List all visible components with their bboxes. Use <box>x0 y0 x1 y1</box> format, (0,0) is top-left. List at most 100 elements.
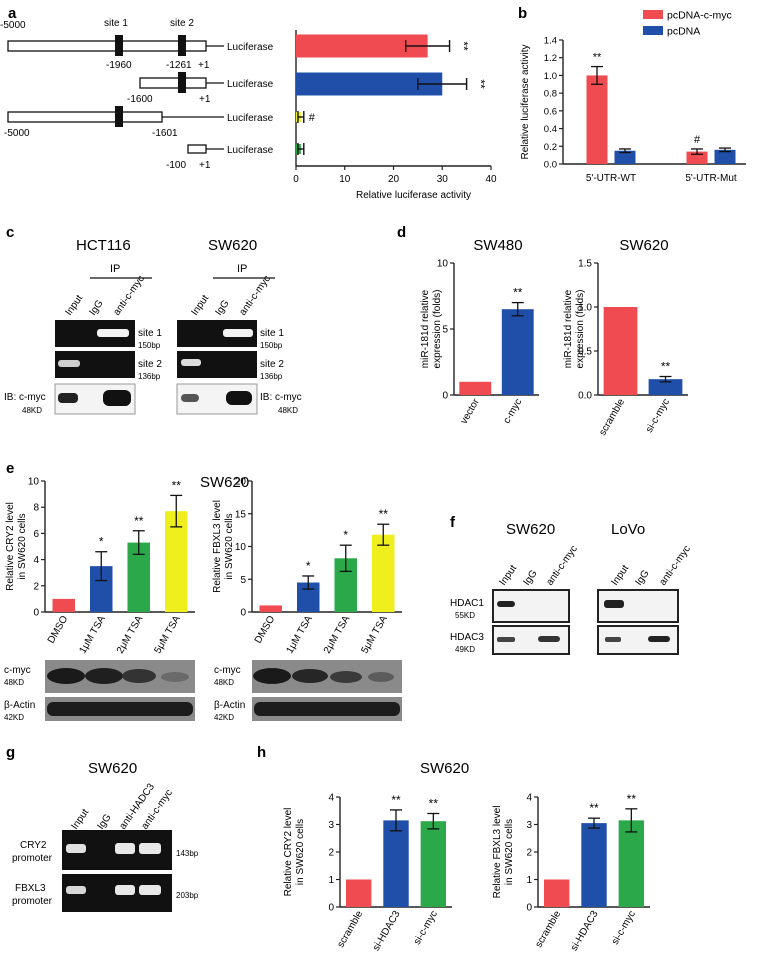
d-sw620-bar <box>603 307 638 395</box>
d-sw480-ylabel-line: miR-181d relative <box>420 289 431 368</box>
f-lane-antimyc-2: anti-c-myc <box>657 544 692 588</box>
panel-e-chart-fbxl3: 0 5 10 15 20 DMSO * 1μM TSA * 2μM TSA ** 5μM TSA Rel… <box>212 477 402 656</box>
a-construct1-mark2: -1261 <box>166 60 192 71</box>
h-cry2-significance: ** <box>391 793 401 807</box>
h-fbxl3-significance: ** <box>589 801 599 815</box>
h-cry2-bar <box>345 879 372 907</box>
a-construct3-label: Luciferase <box>227 113 274 124</box>
a-label-site1: site 1 <box>104 18 128 29</box>
a-construct1-site2 <box>178 35 186 56</box>
e-blot2-cmyc-band2 <box>292 669 328 683</box>
b-category-label: 5'-UTR-Mut <box>685 173 737 184</box>
g-row1-size: 143bp <box>176 849 199 858</box>
e-blot1-actin-band <box>47 702 193 716</box>
a-xtick-label: 10 <box>339 174 351 185</box>
a-xtick-label: 0 <box>293 174 299 185</box>
e-fbxl3-ytick-label: 10 <box>235 542 247 553</box>
e-blot2-cmyc-name: c-myc <box>214 665 241 676</box>
d-sw480-bar <box>459 381 492 395</box>
h-cry2-ytick-label: 1 <box>328 875 334 886</box>
h-fbxl3-ytick-label: 3 <box>526 820 532 831</box>
e-blot1-cmyc-band1 <box>47 668 85 684</box>
c-gel2-ib-band2 <box>226 391 252 405</box>
f-lane-input-2: Input <box>609 563 631 588</box>
h-fbxl3-category-label: si-c-myc <box>610 909 638 947</box>
c-gel2-site2-band <box>181 359 201 366</box>
c-lane-antimyc-2: anti-c-myc <box>237 274 272 318</box>
c-gel2-row2-size: 136bp <box>260 372 283 381</box>
c-lane-input-2: Input <box>189 293 211 318</box>
a-construct4-label: Luciferase <box>227 145 274 156</box>
c-gel2-row1-size: 150bp <box>260 341 283 350</box>
c-gel2-ib-size: 48KD <box>278 406 298 415</box>
f-lane-igg-2: IgG <box>633 568 651 588</box>
e-cry2-significance: ** <box>134 514 144 528</box>
panel-label-a: a <box>8 5 17 22</box>
e-cry2-category-label: 2μM TSA <box>115 614 146 656</box>
f-row2-size: 49KD <box>455 645 475 654</box>
g-row2-name: FBXL3 <box>15 883 46 894</box>
g-cry2-band3 <box>139 843 161 854</box>
a-construct2-site2 <box>178 72 186 93</box>
e-cry2-ytick-label: 6 <box>33 529 39 540</box>
e-blot1-actin-name: β-Actin <box>4 700 35 711</box>
a-xtick-label: 40 <box>485 174 497 185</box>
h-fbxl3-category-label: si-HDAC3 <box>569 909 601 953</box>
b-significance: # <box>694 134 701 146</box>
c-gel2-ib-name: IB: c-myc <box>260 392 302 403</box>
h-fbxl3-bar <box>543 879 570 907</box>
g-row2-size: 203bp <box>176 891 199 900</box>
c-gel1-row2-name: site 2 <box>138 359 162 370</box>
e-fbxl3-ytick-label: 0 <box>240 608 246 619</box>
f-gel2-hdac3-band1 <box>605 637 621 642</box>
a-label-site2: site 2 <box>170 18 194 29</box>
d-sw620-ylabel-line: expression (folds) <box>575 290 586 369</box>
c-gel2-row2-name: site 2 <box>260 359 284 370</box>
g-fbxl3-band3 <box>139 885 161 895</box>
e-cry2-category-label: 1μM TSA <box>77 614 108 656</box>
d-sw620-ytick-label: 0.5 <box>578 347 592 358</box>
panel-label-g: g <box>6 744 15 761</box>
e-cry2-ylabel-line: Relative CRY2 level <box>5 502 16 591</box>
c-lane-igg-1: IgG <box>87 298 105 318</box>
a-construct4-box <box>187 144 207 154</box>
panel-d-chart-sw480: 0 5 10 vector ** c-myc miR-181d relativeexpres… <box>420 237 539 426</box>
d-sw620-ylabel: miR-181d relativeexpression (folds) <box>563 289 586 368</box>
a-xtick-label: 20 <box>388 174 400 185</box>
e-cry2-ylabel: Relative CRY2 levelin SW620 cells <box>5 502 28 591</box>
b-legend-label: pcDNA <box>667 26 700 38</box>
e-fbxl3-bar <box>297 582 320 612</box>
c-gel1-site1-band <box>97 329 129 337</box>
b-legend-swatch <box>643 10 663 19</box>
c-lane-input-1: Input <box>63 293 85 318</box>
d-sw480-bar <box>501 309 534 395</box>
h-fbxl3-ytick-label: 4 <box>526 793 532 804</box>
c-gel1-site2-band <box>58 360 80 367</box>
h-cry2-ytick-label: 2 <box>328 848 334 859</box>
c-gel1-ib-band2 <box>103 390 131 406</box>
panel-c: HCT116 SW620 IP IP Input IgG anti-c-myc … <box>4 237 302 415</box>
h-cry2-bar <box>420 821 447 907</box>
c-title-sw620: SW620 <box>208 237 257 254</box>
h-cry2-category-label: si-HDAC3 <box>371 909 403 953</box>
e-cry2-significance: * <box>99 535 104 549</box>
a-xlabel: Relative luciferase activity <box>356 190 471 201</box>
e-blot1-cmyc-band2 <box>85 668 123 684</box>
panel-e-chart-cry2: 0 2 4 6 8 10 DMSO * 1μM TSA ** 2μM TSA ** 5μM TSA Rel… <box>5 477 195 656</box>
c-gel1-ib-name: IB: c-myc <box>4 392 46 403</box>
e-cry2-significance: ** <box>172 478 182 492</box>
e-fbxl3-bar <box>372 534 395 612</box>
e-fbxl3-significance: * <box>343 528 348 542</box>
f-gel2-hdac1-band <box>604 600 624 608</box>
e-cry2-bar <box>52 598 75 612</box>
h-fbxl3-ylabel-line: Relative FBXL3 level <box>492 806 503 899</box>
f-gel2-hdac3-band2 <box>648 636 670 642</box>
a-significance: ** <box>474 79 488 89</box>
b-ytick-label: 0.2 <box>544 142 557 153</box>
d-sw480-significance: ** <box>513 286 523 300</box>
a-construct1-mark3: +1 <box>198 60 210 71</box>
f-row2-name: HDAC3 <box>450 632 484 643</box>
d-sw480-ytick-label: 10 <box>437 259 449 270</box>
d-sw620-bar <box>648 379 683 395</box>
